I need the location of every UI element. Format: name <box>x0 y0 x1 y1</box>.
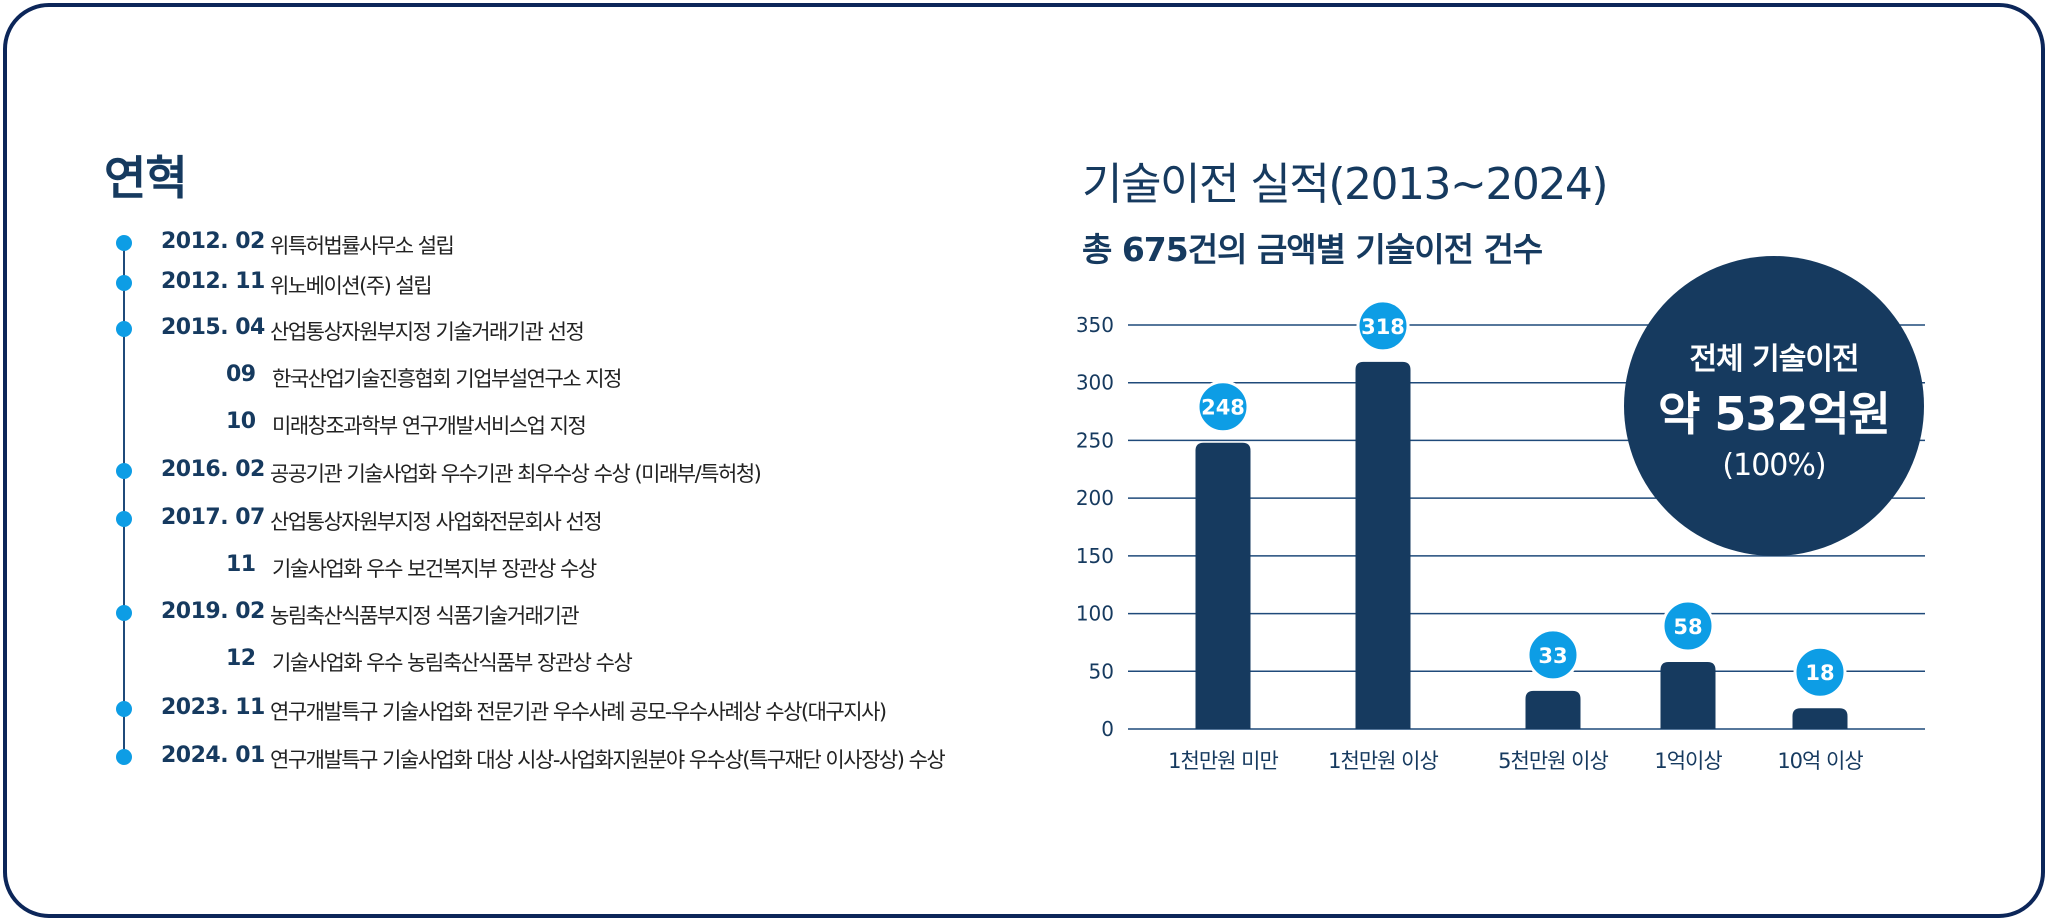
timeline-text: 기술사업화 우수 보건복지부 장관상 수상 <box>272 557 597 581</box>
timeline-entry: 2024. 01 연구개발특구 기술사업화 대상 시상-사업화지원분야 우수상(특… <box>0 743 1000 783</box>
timeline-text: 연구개발특구 기술사업화 전문기관 우수사례 공모-우수사례상 수상(대구지사) <box>270 700 887 724</box>
bar <box>1355 361 1411 729</box>
category-label: 5천만원 이상 <box>1498 749 1608 773</box>
total-summary-label: 전체 기술이전 <box>1689 342 1859 377</box>
value-bubble <box>1526 628 1580 682</box>
value-bubble <box>1196 380 1250 434</box>
timeline-date: 2019. 02 <box>161 599 265 624</box>
timeline-date: 11 <box>226 552 256 577</box>
timeline-dot <box>116 749 132 765</box>
timeline-entry: 2012. 02 위특허법률사무소 설립 <box>0 229 1000 269</box>
timeline-dot <box>116 235 132 251</box>
timeline-text: 연구개발특구 기술사업화 대상 시상-사업화지원분야 우수상(특구재단 이사장상… <box>270 748 946 772</box>
timeline-dot <box>116 605 132 621</box>
value-label: 33 <box>1538 644 1567 668</box>
timeline-text: 미래창조과학부 연구개발서비스업 지정 <box>272 414 587 438</box>
timeline-entry: 10 미래창조과학부 연구개발서비스업 지정 <box>0 409 1000 449</box>
value-label: 248 <box>1201 396 1245 420</box>
timeline-entry: 2015. 04 산업통상자원부지정 기술거래기관 선정 <box>0 315 1000 355</box>
y-tick-label: 350 <box>1076 313 1114 337</box>
timeline-text: 산업통상자원부지정 사업화전문회사 선정 <box>270 510 603 534</box>
bar <box>1660 662 1716 729</box>
category-label: 1천만원 미만 <box>1168 749 1278 773</box>
timeline-text: 위특허법률사무소 설립 <box>270 234 455 258</box>
timeline-entry: 09 한국산업기술진흥협회 기업부설연구소 지정 <box>0 362 1000 402</box>
timeline-text: 농림축산식품부지정 식품기술거래기관 <box>270 604 580 628</box>
category-label: 1억이상 <box>1654 749 1722 773</box>
timeline-dot <box>116 701 132 717</box>
timeline-date: 2015. 04 <box>161 315 265 340</box>
timeline-dot <box>116 511 132 527</box>
value-bubble <box>1661 599 1715 653</box>
timeline-date: 2016. 02 <box>161 457 265 482</box>
timeline-dot <box>116 321 132 337</box>
value-label: 58 <box>1673 615 1702 639</box>
timeline-text: 기술사업화 우수 농림축산식품부 장관상 수상 <box>272 651 633 675</box>
timeline-date: 12 <box>226 646 256 671</box>
timeline-date: 2017. 07 <box>161 505 265 530</box>
total-summary-value: 약 532억원 <box>1658 387 1891 441</box>
timeline-date: 2012. 11 <box>161 269 265 294</box>
history-title: 연혁 <box>104 151 188 205</box>
timeline-entry: 12 기술사업화 우수 농림축산식품부 장관상 수상 <box>0 646 1000 686</box>
timeline-entry: 2012. 11 위노베이션(주) 설립 <box>0 269 1000 309</box>
timeline-date: 09 <box>226 362 256 387</box>
bar <box>1195 442 1251 729</box>
y-tick-label: 150 <box>1076 544 1114 568</box>
category-label: 10억 이상 <box>1777 749 1863 773</box>
y-tick-label: 50 <box>1089 659 1114 683</box>
timeline-text: 산업통상자원부지정 기술거래기관 선정 <box>270 320 585 344</box>
timeline-dot <box>116 463 132 479</box>
timeline-date: 2012. 02 <box>161 229 265 254</box>
y-tick-label: 300 <box>1076 371 1114 395</box>
total-summary-circle: 전체 기술이전 약 532억원 (100%) <box>1624 256 1924 556</box>
y-tick-label: 200 <box>1076 486 1114 510</box>
timeline-date: 10 <box>226 409 256 434</box>
timeline-date: 2024. 01 <box>161 743 265 768</box>
timeline-date: 2023. 11 <box>161 695 265 720</box>
timeline-entry: 2023. 11 연구개발특구 기술사업화 전문기관 우수사례 공모-우수사례상 … <box>0 695 1000 735</box>
y-tick-label: 0 <box>1101 717 1114 741</box>
bar <box>1792 708 1848 729</box>
timeline-entry: 2016. 02 공공기관 기술사업화 우수기관 최우수상 수상 (미래부/특허청… <box>0 457 1000 497</box>
timeline-entry: 2017. 07 산업통상자원부지정 사업화전문회사 선정 <box>0 505 1000 545</box>
timeline-dot <box>116 275 132 291</box>
value-label: 318 <box>1361 315 1405 339</box>
y-tick-label: 100 <box>1076 602 1114 626</box>
chart-subtitle: 총 675건의 금액별 기술이전 건수 <box>1082 230 1543 269</box>
timeline-entry: 11 기술사업화 우수 보건복지부 장관상 수상 <box>0 552 1000 592</box>
value-bubble <box>1793 645 1847 699</box>
category-label: 1천만원 이상 <box>1328 749 1438 773</box>
timeline-text: 위노베이션(주) 설립 <box>270 274 433 298</box>
value-label: 18 <box>1805 661 1834 685</box>
value-bubble <box>1356 299 1410 353</box>
timeline-text: 한국산업기술진흥협회 기업부설연구소 지정 <box>272 367 622 391</box>
chart-title: 기술이전 실적(2013~2024) <box>1082 159 1609 210</box>
y-tick-label: 250 <box>1076 428 1114 452</box>
bar <box>1525 690 1581 729</box>
timeline-text: 공공기관 기술사업화 우수기관 최우수상 수상 (미래부/특허청) <box>270 462 762 486</box>
timeline-entry: 2019. 02 농림축산식품부지정 식품기술거래기관 <box>0 599 1000 639</box>
total-summary-percent: (100%) <box>1722 448 1826 483</box>
timeline-line <box>123 242 125 762</box>
